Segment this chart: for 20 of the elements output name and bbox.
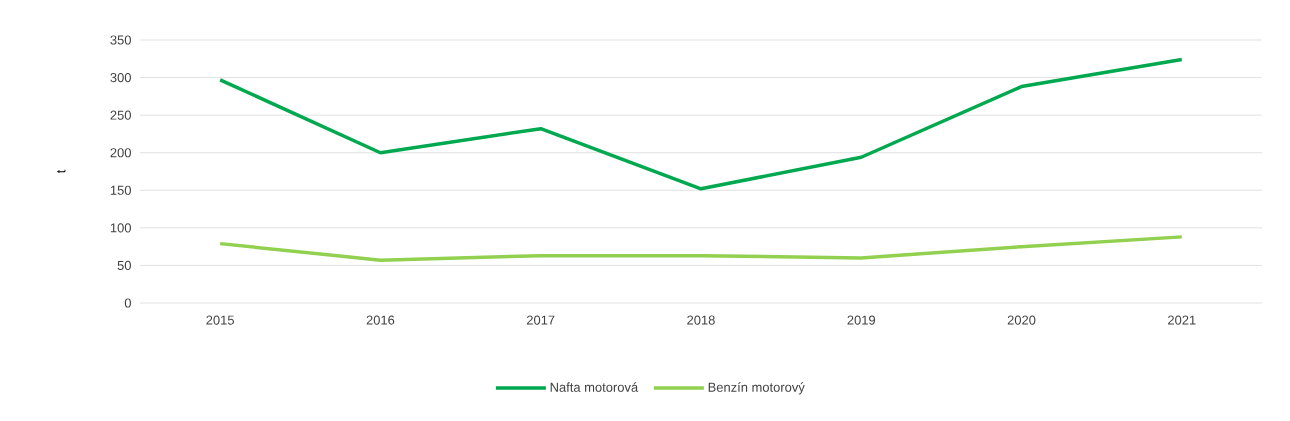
legend-label: Benzín motorový <box>708 382 805 395</box>
line-series <box>218 57 1184 191</box>
y-tick-label: 300 <box>110 72 131 83</box>
y-tick-label: 100 <box>110 223 131 233</box>
y-axis-title: t <box>57 169 66 174</box>
line-series <box>218 235 1184 262</box>
x-tick-label: 2018 <box>687 315 715 325</box>
y-tick-label: 150 <box>110 185 131 195</box>
x-tick-label: 2017 <box>526 315 555 325</box>
y-tick-label: 350 <box>110 35 131 45</box>
y-tick-label: 200 <box>110 148 131 158</box>
x-tick-label: 2019 <box>847 315 876 325</box>
x-tick-label: 2020 <box>1007 315 1036 325</box>
y-tick-label: 50 <box>117 260 131 271</box>
y-tick-label: 250 <box>110 110 131 120</box>
y-tick-label: 0 <box>124 298 131 308</box>
legend-label: Nafta motorová <box>550 382 639 392</box>
x-tick-label: 2015 <box>206 315 234 325</box>
x-tick-label: 2016 <box>366 315 395 325</box>
x-tick-label: 2021 <box>1168 315 1196 325</box>
